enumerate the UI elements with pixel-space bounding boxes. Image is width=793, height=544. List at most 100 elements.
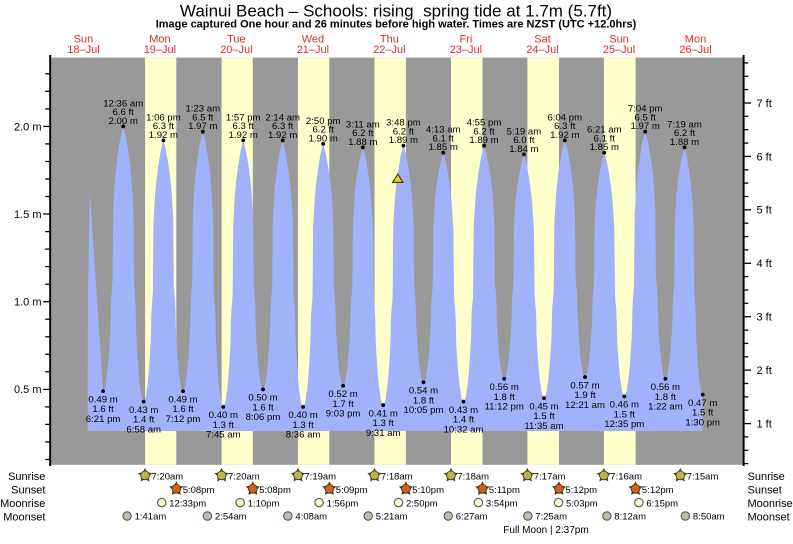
svg-text:24–Jul: 24–Jul xyxy=(526,44,558,56)
svg-text:7:04 pm: 7:04 pm xyxy=(628,104,663,115)
svg-text:Fri: Fri xyxy=(459,33,472,45)
svg-text:1.3 ft: 1.3 ft xyxy=(373,418,395,429)
svg-text:1.6 ft: 1.6 ft xyxy=(172,404,194,415)
svg-text:10:05 pm: 10:05 pm xyxy=(403,405,443,416)
svg-text:5:09pm: 5:09pm xyxy=(336,485,368,496)
svg-text:5:10pm: 5:10pm xyxy=(412,485,444,496)
svg-text:6.3 ft: 6.3 ft xyxy=(554,121,576,132)
svg-text:1.88 m: 1.88 m xyxy=(670,137,699,148)
svg-text:Sunset: Sunset xyxy=(748,485,782,497)
svg-text:6:27am: 6:27am xyxy=(456,512,488,523)
svg-text:4:08am: 4:08am xyxy=(295,512,327,523)
svg-text:7 ft: 7 ft xyxy=(757,98,772,110)
svg-text:11:12 pm: 11:12 pm xyxy=(485,402,524,413)
svg-text:12:33pm: 12:33pm xyxy=(169,498,206,509)
svg-text:2:50pm: 2:50pm xyxy=(406,498,438,509)
svg-text:26–Jul: 26–Jul xyxy=(679,44,711,56)
svg-text:1.97 m: 1.97 m xyxy=(188,121,217,132)
svg-text:7:45 am: 7:45 am xyxy=(206,430,241,441)
svg-text:1.92 m: 1.92 m xyxy=(149,130,178,141)
svg-text:6.0 ft: 6.0 ft xyxy=(513,135,535,146)
svg-text:8:50am: 8:50am xyxy=(693,512,725,523)
svg-text:1:23 am: 1:23 am xyxy=(185,104,220,115)
svg-text:8:06 pm: 8:06 pm xyxy=(246,412,281,423)
svg-text:7:20am: 7:20am xyxy=(152,472,184,483)
svg-text:1.8 ft: 1.8 ft xyxy=(655,392,677,403)
svg-text:0.57 m: 0.57 m xyxy=(570,380,599,391)
svg-text:1.4 ft: 1.4 ft xyxy=(453,415,475,426)
svg-text:19–Jul: 19–Jul xyxy=(144,44,176,56)
svg-text:Sat: Sat xyxy=(534,33,551,45)
svg-text:1.5 m: 1.5 m xyxy=(14,209,42,221)
svg-text:Wainui Beach – Schools: rising: Wainui Beach – Schools: rising spring ti… xyxy=(180,2,612,21)
svg-text:0.43 m: 0.43 m xyxy=(129,405,158,416)
svg-text:0.40 m: 0.40 m xyxy=(288,410,317,421)
svg-text:3:48 pm: 3:48 pm xyxy=(386,118,421,129)
svg-text:0.40 m: 0.40 m xyxy=(209,410,238,421)
svg-text:6:58 am: 6:58 am xyxy=(126,424,161,435)
svg-text:6.2 ft: 6.2 ft xyxy=(393,126,415,137)
svg-text:4:55 pm: 4:55 pm xyxy=(467,118,502,129)
svg-text:1:06 pm: 1:06 pm xyxy=(146,112,181,123)
svg-text:1.92 m: 1.92 m xyxy=(229,130,258,141)
svg-text:0.49 m: 0.49 m xyxy=(88,394,117,405)
svg-text:1.0 m: 1.0 m xyxy=(14,297,42,309)
svg-text:7:18am: 7:18am xyxy=(381,472,413,483)
svg-text:10:32 am: 10:32 am xyxy=(443,424,483,435)
svg-text:1.8 ft: 1.8 ft xyxy=(413,395,435,406)
svg-text:5:19 am: 5:19 am xyxy=(507,126,542,137)
svg-text:0.41 m: 0.41 m xyxy=(369,408,398,419)
svg-text:7:18am: 7:18am xyxy=(457,472,489,483)
svg-text:25–Jul: 25–Jul xyxy=(603,44,635,56)
svg-text:7:17am: 7:17am xyxy=(534,472,566,483)
svg-text:6.6 ft: 6.6 ft xyxy=(113,107,135,118)
svg-text:5 ft: 5 ft xyxy=(757,205,772,217)
svg-text:1.5 ft: 1.5 ft xyxy=(533,411,555,422)
svg-text:Moonset: Moonset xyxy=(748,511,790,523)
svg-text:5:11pm: 5:11pm xyxy=(489,485,520,496)
svg-text:21–Jul: 21–Jul xyxy=(297,44,329,56)
svg-text:6.2 ft: 6.2 ft xyxy=(352,128,374,139)
svg-text:Sunrise: Sunrise xyxy=(8,471,45,483)
svg-text:Image captured One hour and 26: Image captured One hour and 26 minutes b… xyxy=(156,19,637,31)
svg-text:4:13 am: 4:13 am xyxy=(426,125,461,136)
svg-text:5:03pm: 5:03pm xyxy=(566,498,598,509)
svg-text:7:15am: 7:15am xyxy=(687,472,719,483)
svg-text:8:12am: 8:12am xyxy=(614,512,646,523)
svg-text:6.2 ft: 6.2 ft xyxy=(473,126,495,137)
svg-text:9:31 am: 9:31 am xyxy=(366,428,401,439)
svg-text:22–Jul: 22–Jul xyxy=(373,44,405,56)
svg-text:1.92 m: 1.92 m xyxy=(268,130,297,141)
svg-text:6:04 pm: 6:04 pm xyxy=(547,112,582,123)
svg-text:0.47 m: 0.47 m xyxy=(688,398,717,409)
svg-text:1.4 ft: 1.4 ft xyxy=(133,415,155,426)
svg-text:Sun: Sun xyxy=(74,33,94,45)
svg-text:6.5 ft: 6.5 ft xyxy=(635,112,657,123)
svg-text:6.5 ft: 6.5 ft xyxy=(192,112,214,123)
svg-text:Full Moon | 2:37pm: Full Moon | 2:37pm xyxy=(503,525,588,536)
svg-text:11:35 am: 11:35 am xyxy=(524,421,563,432)
svg-text:1.5 ft: 1.5 ft xyxy=(614,409,636,420)
svg-text:Mon: Mon xyxy=(149,33,170,45)
svg-text:1.5 ft: 1.5 ft xyxy=(692,408,714,419)
svg-text:0.43 m: 0.43 m xyxy=(449,405,478,416)
svg-text:1.3 ft: 1.3 ft xyxy=(292,420,314,431)
svg-text:Moonrise: Moonrise xyxy=(748,498,793,510)
svg-text:2:50 pm: 2:50 pm xyxy=(306,116,341,127)
svg-text:5:08pm: 5:08pm xyxy=(183,485,215,496)
svg-text:1:41am: 1:41am xyxy=(135,512,167,523)
svg-text:Sunset: Sunset xyxy=(11,485,45,497)
svg-text:7:12 pm: 7:12 pm xyxy=(166,414,201,425)
svg-text:12:36 am: 12:36 am xyxy=(103,98,143,109)
svg-text:7:19am: 7:19am xyxy=(304,472,336,483)
svg-text:20–Jul: 20–Jul xyxy=(220,44,252,56)
svg-text:6.1 ft: 6.1 ft xyxy=(594,133,616,144)
svg-text:Tue: Tue xyxy=(227,33,246,45)
svg-text:1.6 ft: 1.6 ft xyxy=(92,404,114,415)
svg-text:23–Jul: 23–Jul xyxy=(450,44,482,56)
svg-text:6 ft: 6 ft xyxy=(757,151,772,163)
svg-text:7:25am: 7:25am xyxy=(535,512,567,523)
svg-text:0.56 m: 0.56 m xyxy=(651,382,680,393)
svg-text:18–Jul: 18–Jul xyxy=(67,44,99,56)
svg-text:Wed: Wed xyxy=(302,33,324,45)
